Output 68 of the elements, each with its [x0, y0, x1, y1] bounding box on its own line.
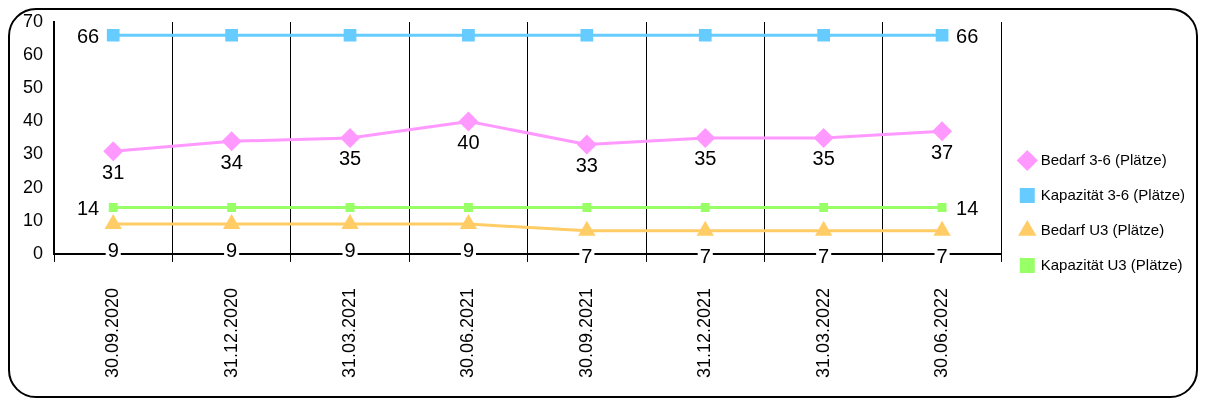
- data-label: 35: [694, 147, 717, 170]
- data-label: 9: [107, 238, 119, 261]
- point: [695, 127, 716, 148]
- point: [225, 28, 238, 42]
- data-label: 31: [102, 160, 125, 183]
- data-label: 14: [76, 197, 100, 220]
- point: [935, 28, 949, 42]
- point: [343, 28, 357, 42]
- point: [700, 203, 710, 212]
- point: [576, 134, 597, 155]
- point: [462, 28, 475, 42]
- point: [459, 214, 478, 230]
- data-label: 9: [344, 238, 356, 261]
- point: [104, 214, 122, 230]
- point: [458, 111, 479, 132]
- data-label: 35: [338, 147, 362, 170]
- data-label: 34: [220, 150, 243, 173]
- x-tick-label: 30.06.2021: [457, 287, 478, 379]
- point: [932, 121, 953, 142]
- y-tick-label: 40: [22, 110, 44, 131]
- y-tick-label: 20: [22, 176, 44, 197]
- point: [227, 203, 237, 212]
- data-label: 66: [76, 24, 100, 47]
- data-label: 66: [956, 24, 979, 47]
- x-tick-label: 31.12.2021: [694, 287, 715, 379]
- legend-label: Kapazität 3-6 (Plätze): [1040, 185, 1186, 203]
- point: [341, 214, 359, 230]
- data-label: 9: [226, 238, 238, 261]
- point: [106, 28, 120, 42]
- y-tick-label: 0: [33, 242, 44, 263]
- point: [582, 203, 592, 212]
- data-label: 7: [581, 245, 593, 268]
- point: [221, 131, 242, 152]
- legend-label: Bedarf 3-6 (Plätze): [1040, 150, 1167, 168]
- x-tick-label: 31.12.2020: [220, 287, 241, 379]
- y-tick-label: 60: [22, 44, 44, 65]
- point: [937, 203, 947, 212]
- data-label: 7: [936, 245, 948, 268]
- point: [345, 203, 355, 212]
- point: [580, 28, 594, 42]
- point: [108, 203, 118, 212]
- point: [698, 28, 712, 42]
- data-label: 37: [930, 140, 954, 163]
- x-tick-label: 31.03.2021: [339, 287, 359, 379]
- point: [340, 127, 361, 148]
- x-tick-label: 30.09.2020: [102, 287, 123, 379]
- y-tick-label: 70: [22, 10, 44, 31]
- legend-label: Bedarf U3 (Plätze): [1040, 220, 1165, 238]
- data-label: 35: [812, 147, 835, 170]
- data-label: 9: [462, 238, 474, 261]
- y-tick-label: 30: [22, 143, 44, 164]
- point: [813, 127, 834, 148]
- y-tick-label: 10: [22, 209, 44, 230]
- point: [819, 203, 829, 212]
- x-tick-label: 31.03.2022: [812, 287, 833, 379]
- point: [463, 203, 473, 212]
- data-label: 14: [956, 197, 979, 220]
- point: [103, 141, 124, 162]
- x-tick-label: 30.06.2022: [931, 287, 952, 379]
- legend-label: Kapazität U3 (Plätze): [1040, 255, 1183, 273]
- point: [222, 214, 241, 230]
- data-label: 40: [457, 130, 480, 153]
- data-label: 33: [575, 154, 598, 177]
- data-label: 7: [699, 245, 711, 268]
- point: [817, 28, 831, 42]
- y-tick-label: 50: [22, 77, 44, 98]
- x-tick-label: 30.09.2021: [575, 287, 596, 379]
- data-label: 7: [818, 245, 830, 268]
